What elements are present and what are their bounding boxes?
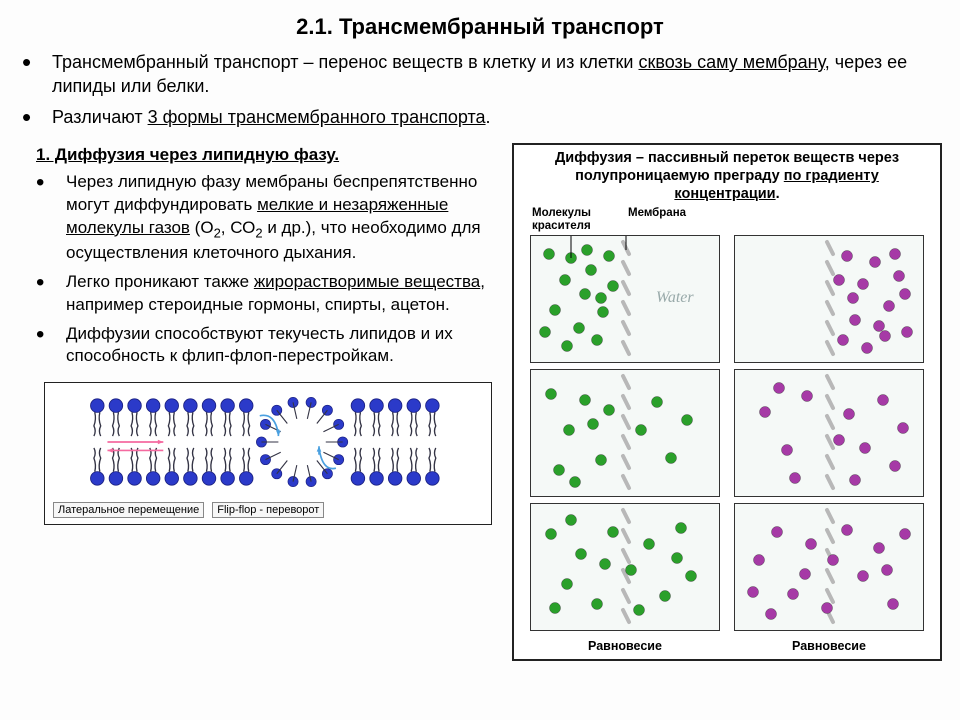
right-column: Диффузия – пассивный переток веществ чер… (512, 143, 942, 661)
equilibrium-label: Равновесие (792, 639, 866, 653)
membrane-figure: Латеральное перемещение Flip-flop - пере… (44, 382, 492, 525)
text-underline: 3 формы трансмембранного транспорта (148, 107, 486, 127)
text: , СО (221, 218, 256, 237)
svg-text:Water: Water (656, 289, 694, 306)
left-bullet-1: Через липидную фазу мембраны беспрепятст… (30, 171, 500, 265)
text: . (776, 186, 780, 202)
membrane-captions: Латеральное перемещение Flip-flop - пере… (49, 502, 487, 520)
text: Легко проникают также (66, 272, 254, 291)
subscript: 2 (214, 225, 221, 240)
subheading: 1. Диффузия через липидную фазу. (36, 145, 500, 165)
panel-magenta-top (734, 235, 924, 363)
panel-col-green: Water Равновесие (530, 235, 720, 653)
panel-col-magenta: Равновесие (734, 235, 924, 653)
caption-flipflop: Flip-flop - переворот (212, 502, 324, 518)
intro-block: Трансмембранный транспорт – перенос веще… (0, 50, 960, 129)
diffusion-title: Диффузия – пассивный переток веществ чер… (520, 149, 934, 203)
diffusion-panels: Water Равновесие Равновесие (520, 235, 934, 653)
panel-green-bottom (530, 503, 720, 631)
membrane-svg (49, 387, 479, 497)
text: Трансмембранный транспорт – перенос веще… (52, 52, 639, 72)
text-underline: сквозь саму мембрану (639, 52, 825, 72)
page-title: 2.1. Трансмембранный транспорт (0, 0, 960, 50)
text: . (486, 107, 491, 127)
panel-magenta-bottom (734, 503, 924, 631)
subscript: 2 (255, 225, 262, 240)
left-column: 1. Диффузия через липидную фазу. Через л… (30, 143, 500, 661)
intro-bullet-1: Трансмембранный транспорт – перенос веще… (48, 50, 924, 99)
panel-green-top: Water (530, 235, 720, 363)
label-dye: Молекулы красителя (532, 207, 604, 232)
text: (О (190, 218, 214, 237)
left-bullet-3: Диффузии способствуют текучесть липидов … (30, 323, 500, 369)
label-membrane: Мембрана (628, 207, 686, 232)
diffusion-labels: Молекулы красителя Мембрана (520, 207, 934, 232)
panel-magenta-mid (734, 369, 924, 497)
text: Диффузии способствуют текучесть липидов … (66, 324, 453, 366)
caption-lateral: Латеральное перемещение (53, 502, 204, 518)
text: Различают (52, 107, 148, 127)
columns: 1. Диффузия через липидную фазу. Через л… (0, 135, 960, 661)
intro-bullet-2: Различают 3 формы трансмембранного транс… (48, 105, 924, 129)
text-underline: жирорастворимые вещества (254, 272, 480, 291)
equilibrium-label: Равновесие (588, 639, 662, 653)
left-bullet-2: Легко проникают также жирорастворимые ве… (30, 271, 500, 317)
panel-green-mid (530, 369, 720, 497)
